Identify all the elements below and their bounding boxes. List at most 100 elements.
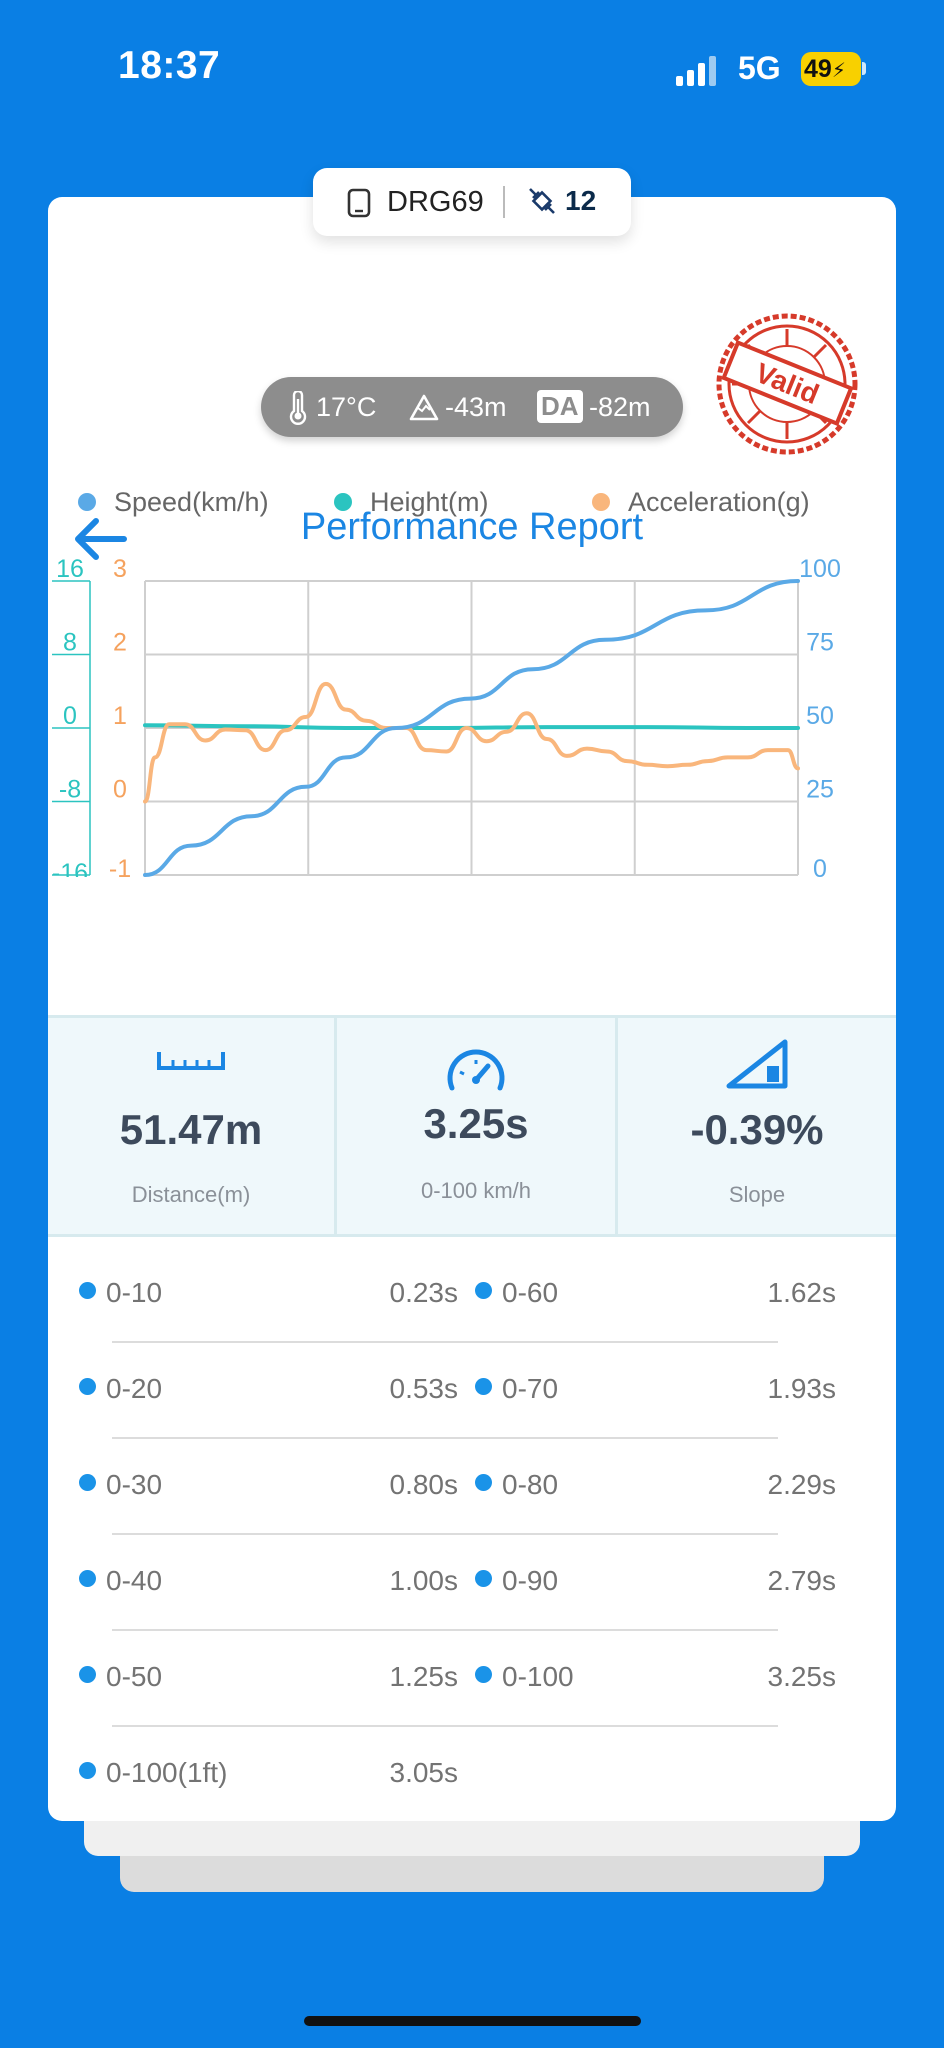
- divider: [615, 1018, 618, 1234]
- distance-value: 51.47m: [119, 1106, 263, 1153]
- height-axis-label: -8: [59, 776, 81, 804]
- density-altitude-badge: DA: [537, 390, 583, 423]
- split-label-text: 0-10: [106, 1277, 163, 1308]
- summary-panel: 51.47m Distance(m) 3.25s 0-100 km/h -0.3…: [48, 1015, 896, 1237]
- density-altitude-value: -82m: [589, 392, 651, 422]
- acceleration-time-value: 3.25s: [423, 1100, 529, 1147]
- split-time: 1.62s: [767, 1277, 837, 1308]
- satellite-icon: [529, 188, 555, 214]
- network-type: 5G: [738, 50, 781, 86]
- split-label: 0-100(1ft): [79, 1757, 227, 1789]
- status-bar: 18:37 5G 49⚡: [0, 0, 944, 140]
- row-divider: [112, 1725, 778, 1727]
- legend-dot: [78, 492, 96, 511]
- valid-stamp: Valid: [716, 313, 858, 455]
- split-label-text: 0-50: [106, 1661, 163, 1692]
- split-label-text: 0-60: [502, 1277, 559, 1308]
- status-time: 18:37: [118, 44, 221, 87]
- charging-bolt-icon: ⚡: [831, 60, 846, 82]
- slope-value: -0.39%: [690, 1106, 824, 1153]
- height-axis-label: 0: [63, 702, 77, 730]
- row-divider: [112, 1533, 778, 1535]
- table-row: 0-50 1.25s 0-100 3.25s: [48, 1661, 896, 1757]
- height-line: [143, 723, 800, 730]
- split-label-text: 0-30: [106, 1469, 163, 1500]
- split-label-text: 0-20: [106, 1373, 163, 1404]
- phone-icon: [347, 188, 371, 218]
- bullet-dot: [79, 1378, 96, 1395]
- acceleration-time-label: 0-100 km/h: [420, 1178, 532, 1203]
- bullet-dot: [475, 1666, 492, 1683]
- accel-axis-label: 3: [113, 555, 127, 583]
- page-title: Performance Report: [300, 506, 644, 548]
- split-label: 0-60: [475, 1277, 558, 1309]
- device-pill[interactable]: DRG69 12: [313, 168, 631, 236]
- speed-axis-label: 25: [806, 776, 834, 804]
- battery-tip: [862, 62, 866, 75]
- legend-speed: Speed(km/h): [78, 487, 269, 518]
- row-divider: [112, 1341, 778, 1343]
- bullet-dot: [79, 1474, 96, 1491]
- altitude-value: -43m: [445, 392, 507, 422]
- split-label: 0-100: [475, 1661, 574, 1693]
- split-label: 0-10: [79, 1277, 162, 1309]
- row-divider: [112, 1629, 778, 1631]
- accel-axis-label: -1: [109, 855, 131, 877]
- accel-axis-label: 1: [113, 702, 127, 730]
- acceleration-line: [143, 681, 800, 804]
- satellite-count: 12: [565, 185, 597, 216]
- cellular-signal-icon: [676, 56, 716, 86]
- split-label: 0-30: [79, 1469, 162, 1501]
- back-arrow-icon[interactable]: [68, 513, 132, 565]
- speed-axis-label: 75: [806, 629, 834, 657]
- height-axis-label: -16: [52, 859, 88, 877]
- legend-height: Height(m): [334, 487, 489, 518]
- split-time: 2.79s: [767, 1565, 837, 1596]
- battery-icon: 49⚡: [801, 52, 861, 86]
- table-row: 0-40 1.00s 0-90 2.79s: [48, 1565, 896, 1661]
- performance-chart: 16 8 0 -8 -16 3 2 1 0 -1 100 75 50 25 0: [52, 555, 841, 877]
- split-time: 0.23s: [389, 1277, 459, 1308]
- split-time: 1.93s: [767, 1373, 837, 1404]
- split-time: 0.80s: [389, 1469, 459, 1500]
- thermometer-icon: [289, 391, 307, 425]
- conditions-pill: 17°C -43m DA -82m: [261, 377, 683, 437]
- divider: [503, 186, 505, 218]
- height-axis-label: 8: [63, 629, 77, 657]
- speedometer-icon: [447, 1049, 505, 1091]
- table-row: 0-20 0.53s 0-70 1.93s: [48, 1373, 896, 1469]
- split-time: 3.25s: [767, 1661, 837, 1692]
- split-label-text: 0-80: [502, 1469, 559, 1500]
- report-card: Performance Report 17°C -43m DA -82m: [48, 197, 896, 1821]
- bullet-dot: [475, 1378, 492, 1395]
- divider: [334, 1018, 337, 1234]
- distance-label: Distance(m): [131, 1182, 251, 1207]
- table-row: 0-10 0.23s 0-60 1.62s: [48, 1277, 896, 1373]
- bullet-dot: [79, 1282, 96, 1299]
- split-label-text: 0-90: [502, 1565, 559, 1596]
- speed-axis-label: 50: [806, 702, 834, 730]
- height-axis-label: 16: [56, 555, 84, 583]
- bullet-dot: [79, 1666, 96, 1683]
- split-time: 3.05s: [389, 1757, 459, 1788]
- legend-dot: [592, 492, 610, 511]
- ruler-icon: [157, 1052, 225, 1070]
- split-label: 0-80: [475, 1469, 558, 1501]
- legend-label: Speed(km/h): [114, 487, 269, 517]
- speed-line: [143, 579, 800, 877]
- table-row: 0-100(1ft) 3.05s: [48, 1757, 896, 1821]
- mountain-icon: [409, 394, 439, 421]
- bullet-dot: [79, 1762, 96, 1779]
- legend-acceleration: Acceleration(g): [592, 487, 810, 518]
- home-indicator: [304, 2016, 641, 2026]
- slope-icon: [726, 1039, 788, 1089]
- split-time: 1.25s: [389, 1661, 459, 1692]
- legend-label: Height(m): [370, 487, 489, 517]
- temperature-value: 17°C: [316, 392, 377, 422]
- accel-axis-label: 2: [113, 629, 127, 657]
- table-row: 0-30 0.80s 0-80 2.29s: [48, 1469, 896, 1565]
- acceleration-time-stat: 3.25s 0-100 km/h: [337, 1018, 615, 1234]
- split-label-text: 0-40: [106, 1565, 163, 1596]
- split-label-text: 0-100: [502, 1661, 574, 1692]
- bullet-dot: [475, 1474, 492, 1491]
